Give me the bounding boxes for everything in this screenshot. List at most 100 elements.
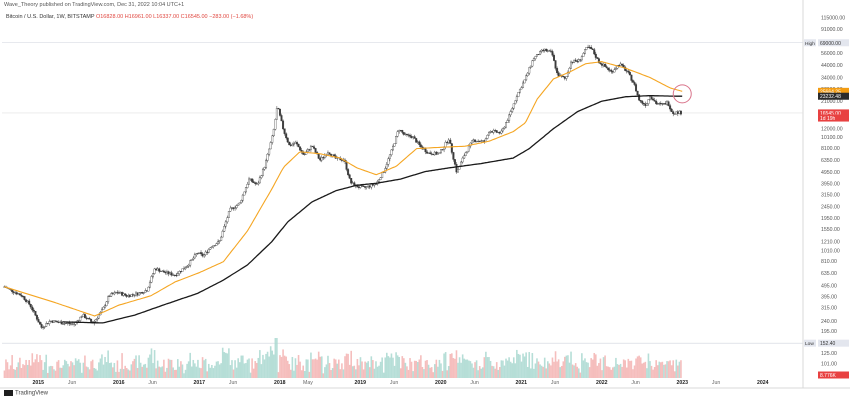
volume-bar	[594, 354, 597, 378]
volume-bar	[430, 367, 433, 378]
candle-body	[48, 321, 51, 324]
x-tick-label: 2020	[435, 380, 447, 386]
volume-bar	[384, 357, 387, 378]
y-tick-label: 44000.00	[821, 63, 843, 69]
volume-bar	[85, 366, 88, 378]
volume-bar	[418, 359, 421, 378]
volume-bar	[45, 354, 48, 378]
candle-body	[388, 154, 391, 159]
volume-bar	[440, 363, 442, 378]
candle-body	[193, 254, 196, 259]
candle-body	[385, 164, 388, 169]
price-badge-label: 69000.00	[820, 41, 841, 47]
candle-body	[546, 50, 549, 52]
volume-bar	[615, 357, 617, 378]
volume-bar	[342, 369, 345, 378]
candle-body	[190, 259, 193, 261]
candle-body	[387, 158, 390, 165]
volume-bar	[353, 365, 356, 378]
candle-body	[653, 99, 656, 102]
volume-bar	[590, 358, 592, 378]
candle-body	[207, 249, 210, 253]
volume-bar	[373, 368, 376, 378]
volume-bar	[65, 361, 68, 378]
candle-body	[152, 273, 155, 277]
volume-bar	[209, 367, 212, 378]
volume-bar	[522, 353, 524, 378]
volume-bar	[217, 361, 219, 378]
candle-body	[83, 314, 86, 319]
moving-average-orange	[4, 61, 683, 317]
candle-body	[114, 292, 117, 294]
volume-bar	[673, 371, 676, 378]
candle-body	[12, 291, 15, 293]
volume-bar	[14, 369, 17, 378]
volume-bar	[310, 352, 312, 378]
candle-body	[601, 63, 603, 66]
candle-body	[235, 205, 238, 208]
volume-bar	[25, 359, 27, 378]
candle-body	[477, 140, 480, 142]
candle-body	[40, 324, 43, 328]
brand-name: TradingView	[15, 391, 49, 397]
candle-body	[323, 155, 326, 158]
volume-bar	[138, 355, 140, 378]
price-badge	[818, 109, 849, 117]
volume-bar	[37, 362, 40, 378]
volume-bar	[167, 358, 170, 378]
volume-bar	[505, 358, 507, 378]
volume-bar	[395, 352, 397, 378]
volume-bar	[262, 354, 264, 378]
y-tick-label: 115000.00	[821, 16, 845, 22]
candle-body	[15, 292, 18, 295]
volume-bar	[599, 358, 602, 378]
candle-body	[429, 152, 432, 154]
volume-bar	[99, 358, 102, 378]
volume-bar	[11, 355, 13, 378]
candle-body	[381, 172, 384, 179]
volume-bar	[591, 359, 594, 378]
volume-bar	[257, 357, 260, 378]
volume-bar	[406, 366, 408, 378]
candles	[3, 44, 682, 330]
candle-body	[42, 327, 45, 329]
volume-bar	[547, 361, 549, 378]
candle-body	[169, 272, 172, 275]
candle-body	[200, 252, 203, 254]
volume-bar	[567, 355, 569, 378]
volume-bar	[192, 359, 195, 378]
volume-bar	[251, 358, 253, 378]
candle-body	[18, 293, 21, 296]
candle-body	[248, 178, 250, 185]
candle-body	[186, 266, 189, 268]
volume-bar	[240, 355, 243, 378]
price-badge	[818, 371, 849, 379]
y-tick-label: 6350.00	[821, 158, 840, 164]
price-badge-label: 152.40	[820, 341, 836, 347]
candle-body	[440, 149, 442, 153]
candle-body	[656, 103, 659, 105]
y-tick-label: 2450.00	[821, 205, 840, 211]
volume-bar	[416, 362, 419, 378]
candle-body	[655, 101, 658, 104]
volume-bar	[500, 360, 503, 378]
candle-body	[184, 267, 187, 269]
volume-bar	[486, 357, 489, 378]
volume-bar	[531, 353, 534, 378]
volume-bar	[255, 362, 258, 378]
candle-body	[17, 293, 20, 295]
candle-body	[364, 186, 367, 188]
volume-bar	[576, 366, 579, 378]
x-tick-label: 2023	[676, 380, 688, 386]
volume-bar	[26, 364, 29, 378]
volume-bar	[526, 366, 529, 378]
volume-bar	[664, 364, 667, 378]
volume-bar	[156, 360, 159, 378]
candle-body	[142, 292, 145, 294]
candle-body	[565, 76, 568, 79]
volume-bar	[435, 359, 438, 378]
candle-body	[551, 51, 554, 56]
candle-body	[587, 46, 590, 48]
volume-bar	[108, 363, 111, 378]
